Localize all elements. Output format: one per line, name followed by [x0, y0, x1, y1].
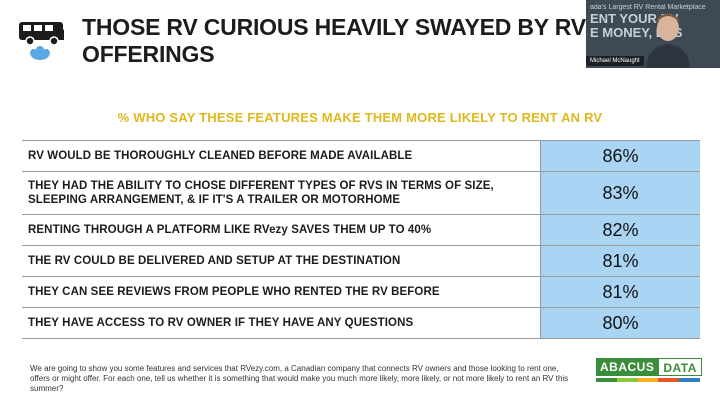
table-subtitle: % WHO SAY THESE FEATURES MAKE THEM MORE …	[117, 110, 603, 125]
row-value: 80%	[540, 308, 700, 338]
row-value: 82%	[540, 215, 700, 245]
table-row: THEY HAD THE ABILITY TO CHOSE DIFFERENT …	[22, 172, 700, 215]
row-label: THEY HAVE ACCESS TO RV OWNER IF THEY HAV…	[28, 317, 414, 329]
row-value: 83%	[540, 172, 700, 214]
speech-cloud-icon	[30, 46, 50, 60]
presenter-video[interactable]: ada's Largest RV Rental Marketplace ENT …	[586, 0, 720, 68]
logo-part-data: DATA	[658, 358, 702, 376]
slide-title-line-2: OFFERINGS	[82, 41, 215, 67]
video-background-line-1: ENT YOUR RV	[590, 11, 679, 26]
rv-icon	[19, 22, 64, 60]
abacus-data-logo: ABACUS DATA	[596, 358, 702, 384]
row-label: THEY CAN SEE REVIEWS FROM PEOPLE WHO REN…	[28, 286, 440, 298]
table-row: THEY CAN SEE REVIEWS FROM PEOPLE WHO REN…	[22, 277, 700, 308]
presenter-name: Michael McNaught	[586, 56, 644, 66]
row-label: RV WOULD BE THOROUGHLY CLEANED BEFORE MA…	[28, 150, 413, 162]
logo-wordmark: ABACUS DATA	[596, 358, 702, 376]
presenter-avatar	[646, 13, 690, 68]
table-row: RV WOULD BE THOROUGHLY CLEANED BEFORE MA…	[22, 141, 700, 172]
slide-title: THOSE RV CURIOUS HEAVILY SWAYED BY RV OF…	[82, 14, 602, 68]
row-label: THEY HAD THE ABILITY TO CHOSE DIFFERENT …	[28, 180, 494, 206]
row-value: 86%	[540, 141, 700, 171]
slide-title-line-1: THOSE RV CURIOUS HEAVILY SWAYED BY RV	[82, 14, 586, 40]
logo-color-bars	[596, 378, 700, 382]
row-label: RENTING THROUGH A PLATFORM LIKE RVezy SA…	[28, 224, 432, 236]
results-table: RV WOULD BE THOROUGHLY CLEANED BEFORE MA…	[22, 140, 700, 339]
logo-part-abacus: ABACUS	[596, 358, 659, 376]
row-label: THE RV COULD BE DELIVERED AND SETUP AT T…	[28, 255, 401, 267]
table-row: RENTING THROUGH A PLATFORM LIKE RVezy SA…	[22, 215, 700, 246]
table-row: THE RV COULD BE DELIVERED AND SETUP AT T…	[22, 246, 700, 277]
table-row: THEY HAVE ACCESS TO RV OWNER IF THEY HAV…	[22, 308, 700, 339]
survey-question-footnote: We are going to show you some features a…	[30, 364, 569, 393]
video-background-small-text: ada's Largest RV Rental Marketplace	[590, 4, 706, 11]
row-value: 81%	[540, 246, 700, 276]
row-value: 81%	[540, 277, 700, 307]
